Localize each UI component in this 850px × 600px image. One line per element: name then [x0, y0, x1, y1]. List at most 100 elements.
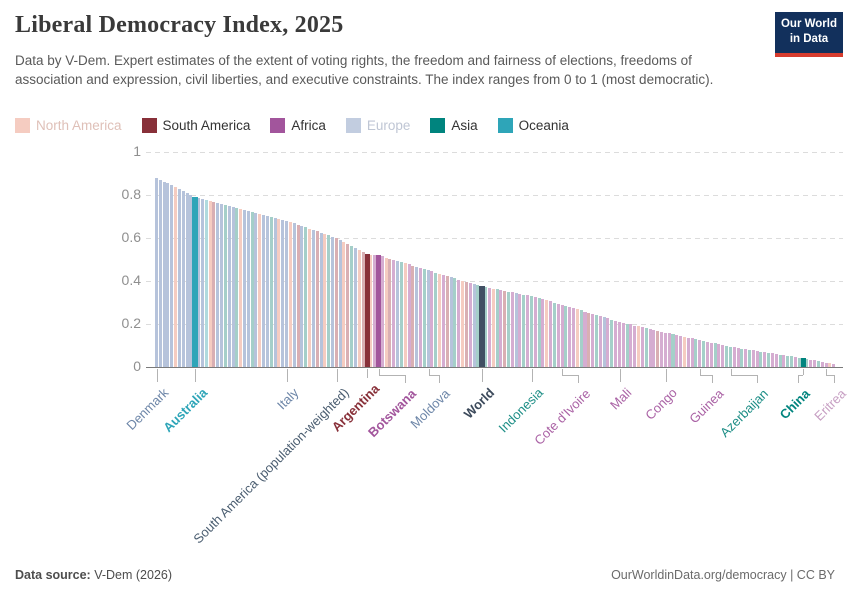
- bar[interactable]: [591, 313, 595, 367]
- bar[interactable]: [155, 177, 159, 367]
- bar[interactable]: [702, 341, 706, 367]
- bar[interactable]: [663, 332, 667, 367]
- bar[interactable]: [545, 300, 549, 367]
- x-tick-label-congo[interactable]: Congo: [642, 385, 681, 423]
- bar[interactable]: [506, 291, 510, 367]
- bar[interactable]: [361, 252, 365, 367]
- bar[interactable]: [170, 185, 174, 367]
- bar[interactable]: [652, 329, 656, 367]
- bar[interactable]: [736, 347, 740, 367]
- bar[interactable]: [491, 288, 495, 367]
- bar[interactable]: [185, 192, 189, 367]
- bar[interactable]: [269, 216, 273, 367]
- bar[interactable]: [602, 317, 606, 367]
- bar[interactable]: [606, 318, 610, 367]
- bar[interactable]: [239, 208, 243, 367]
- bar[interactable]: [748, 349, 752, 367]
- bar-argentina[interactable]: [364, 254, 370, 367]
- bar[interactable]: [805, 359, 809, 367]
- bar[interactable]: [407, 264, 411, 367]
- bar-world[interactable]: [479, 286, 485, 367]
- bar[interactable]: [537, 298, 541, 367]
- bar[interactable]: [461, 280, 465, 367]
- bar[interactable]: [832, 363, 836, 367]
- bar[interactable]: [292, 223, 296, 367]
- bar[interactable]: [725, 345, 729, 367]
- bar[interactable]: [426, 270, 430, 367]
- bar[interactable]: [587, 312, 591, 367]
- bar[interactable]: [675, 335, 679, 367]
- bar[interactable]: [208, 201, 212, 367]
- bar[interactable]: [403, 263, 407, 367]
- bar[interactable]: [357, 250, 361, 367]
- bar[interactable]: [288, 222, 292, 367]
- bar[interactable]: [304, 227, 308, 367]
- bar[interactable]: [575, 309, 579, 367]
- bar[interactable]: [755, 350, 759, 367]
- bar[interactable]: [793, 357, 797, 367]
- bar[interactable]: [434, 272, 438, 367]
- bar[interactable]: [422, 269, 426, 367]
- bar[interactable]: [740, 348, 744, 367]
- bar[interactable]: [721, 344, 725, 367]
- bar[interactable]: [353, 248, 357, 367]
- bar[interactable]: [759, 351, 763, 367]
- bar[interactable]: [334, 238, 338, 367]
- bar[interactable]: [464, 281, 468, 367]
- bar[interactable]: [556, 303, 560, 367]
- bar[interactable]: [197, 198, 201, 367]
- bar[interactable]: [281, 219, 285, 367]
- footer-link[interactable]: OurWorldinData.org/democracy | CC BY: [611, 568, 835, 582]
- bar[interactable]: [767, 352, 771, 367]
- bar[interactable]: [717, 344, 721, 367]
- bar[interactable]: [549, 301, 553, 367]
- bar[interactable]: [820, 361, 824, 367]
- bar[interactable]: [265, 215, 269, 367]
- bar[interactable]: [610, 319, 614, 367]
- bar[interactable]: [648, 328, 652, 367]
- x-tick-label-mali[interactable]: Mali: [606, 385, 635, 413]
- bar[interactable]: [315, 231, 319, 367]
- bar-china[interactable]: [800, 358, 806, 367]
- bar[interactable]: [438, 273, 442, 367]
- bar[interactable]: [660, 331, 664, 367]
- bar[interactable]: [484, 287, 488, 367]
- bar[interactable]: [637, 326, 641, 367]
- bar[interactable]: [824, 362, 828, 367]
- x-tick-label-world[interactable]: World: [460, 385, 497, 422]
- bar[interactable]: [495, 289, 499, 367]
- bar[interactable]: [308, 228, 312, 367]
- bar[interactable]: [204, 199, 208, 367]
- bar[interactable]: [327, 235, 331, 367]
- bar[interactable]: [254, 212, 258, 367]
- bar[interactable]: [472, 284, 476, 367]
- bar[interactable]: [273, 217, 277, 367]
- bar[interactable]: [568, 307, 572, 367]
- bar[interactable]: [388, 258, 392, 367]
- bar[interactable]: [277, 218, 281, 367]
- bar[interactable]: [212, 201, 216, 367]
- bar[interactable]: [342, 242, 346, 367]
- bar[interactable]: [510, 292, 514, 367]
- x-tick-label-china[interactable]: China: [776, 386, 814, 423]
- bar[interactable]: [728, 346, 732, 367]
- bar[interactable]: [476, 285, 480, 367]
- bar[interactable]: [396, 261, 400, 367]
- bar[interactable]: [594, 314, 598, 367]
- bar[interactable]: [457, 279, 461, 367]
- bar[interactable]: [468, 282, 472, 367]
- bar[interactable]: [583, 311, 587, 367]
- bar[interactable]: [518, 293, 522, 367]
- bar[interactable]: [679, 336, 683, 367]
- bar[interactable]: [514, 293, 518, 367]
- bar[interactable]: [441, 274, 445, 367]
- bar[interactable]: [338, 239, 342, 367]
- x-tick-label-guinea[interactable]: Guinea: [686, 386, 727, 427]
- bar[interactable]: [686, 337, 690, 367]
- legend-item-africa[interactable]: Africa: [270, 118, 326, 133]
- bar[interactable]: [162, 181, 166, 367]
- bar[interactable]: [503, 290, 507, 367]
- bar[interactable]: [399, 262, 403, 367]
- bar[interactable]: [158, 179, 162, 367]
- bar[interactable]: [258, 213, 262, 367]
